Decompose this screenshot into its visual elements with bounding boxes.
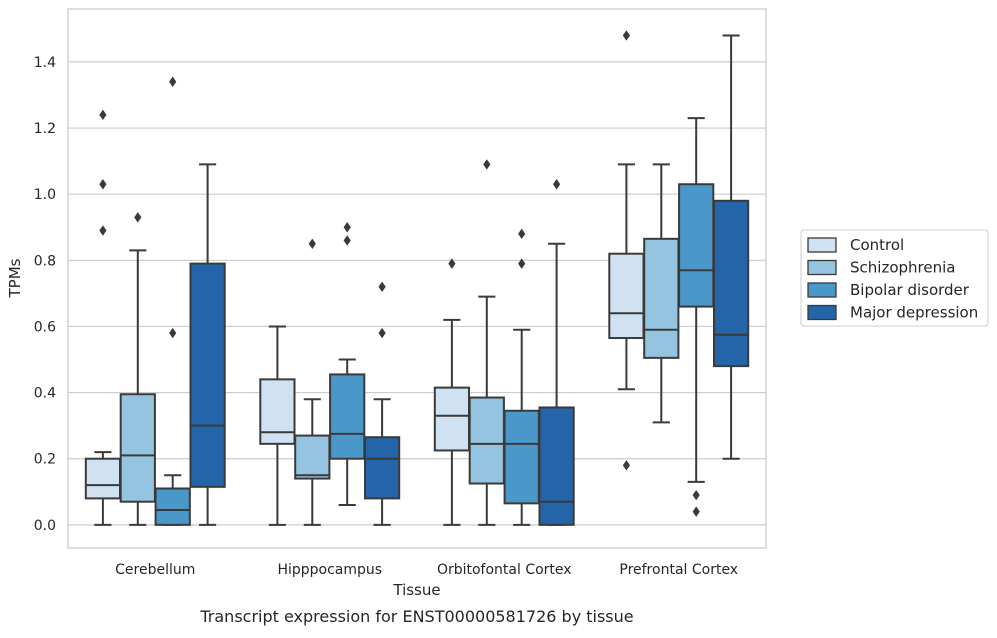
outlier-point (518, 228, 526, 240)
outlier-point (308, 238, 316, 249)
plot-frame (67, 8, 767, 549)
box-iqr (119, 393, 156, 503)
box-iqr (538, 406, 575, 526)
legend-label: Bipolar disorder (850, 281, 970, 299)
legend-swatch (807, 282, 837, 298)
outlier-point (448, 258, 456, 269)
box-major-depression (712, 34, 750, 460)
y-tick-label: 1.4 (34, 55, 56, 71)
box-iqr (154, 487, 191, 526)
box-control (84, 109, 122, 526)
box-bipolar-disorder (329, 222, 366, 507)
outlier-point (692, 489, 700, 501)
outlier-point (99, 109, 107, 121)
outlier-point (169, 327, 177, 339)
box-iqr (503, 409, 540, 505)
outlier-point (343, 222, 351, 233)
box-bipolar-disorder (678, 117, 715, 517)
y-tick-label: 0.8 (34, 253, 56, 269)
legend-swatch (807, 237, 837, 253)
figure-caption: Transcript expression for ENST0000058172… (199, 607, 633, 626)
box-iqr (294, 434, 331, 480)
y-tick-label: 0.2 (34, 452, 56, 468)
box-major-depression (538, 179, 575, 526)
y-tick-label: 1.2 (34, 121, 56, 137)
box-iqr (363, 436, 401, 500)
box-iqr (468, 396, 505, 485)
outlier-point (378, 327, 386, 339)
legend-swatch (807, 259, 837, 276)
legend-label: Major depression (850, 304, 978, 322)
outlier-point (134, 212, 142, 223)
outlier-point (169, 76, 177, 87)
box-iqr (259, 378, 296, 445)
box-major-depression (189, 163, 226, 526)
legend-items: Control Schizophrenia Bipolar disorder Majo… (807, 236, 978, 322)
outlier-point (343, 235, 351, 246)
box-iqr (329, 373, 366, 460)
legend-frame (800, 229, 989, 327)
box-iqr (608, 252, 645, 340)
outlier-point (378, 281, 386, 292)
legend-label: Schizophrenia (850, 259, 955, 277)
gridlines (68, 61, 766, 526)
box-iqr (712, 199, 750, 368)
box-schizophrenia (643, 163, 680, 424)
box-control (608, 30, 645, 471)
x-tick-label: Cerebellum (115, 562, 195, 578)
x-tick-labels: Cerebellum Hipppocampus Orbitofontal Corte… (115, 562, 738, 578)
box-major-depression (363, 281, 401, 526)
x-tick-label: Hipppocampus (277, 562, 382, 578)
y-axis-label: TPMs (6, 258, 24, 298)
x-tick-label: Prefrontal Cortex (619, 562, 738, 578)
y-tick-label: 0.0 (34, 518, 56, 534)
boxes (84, 30, 750, 526)
legend-swatch (807, 304, 837, 321)
x-axis-label: Tissue (392, 581, 440, 599)
y-tick-label: 0.4 (34, 386, 56, 402)
box-iqr (433, 386, 471, 452)
y-tick-label: 1.0 (34, 187, 56, 203)
box-control (433, 258, 471, 526)
outlier-point (553, 179, 561, 190)
box-iqr (678, 183, 715, 308)
y-tick-label: 0.6 (34, 319, 56, 335)
outlier-point (99, 179, 107, 190)
box-iqr (643, 237, 680, 359)
outlier-point (692, 506, 700, 517)
x-tick-label: Orbitofontal Cortex (437, 562, 572, 578)
outlier-point (518, 258, 526, 269)
legend: Control Schizophrenia Bipolar disorder Majo… (800, 229, 989, 327)
y-tick-labels: 0.0 0.2 0.4 0.6 0.8 1.0 1.2 1.4 (34, 55, 56, 534)
box-schizophrenia (468, 159, 505, 526)
box-iqr (84, 457, 122, 500)
box-bipolar-disorder (503, 228, 540, 526)
legend-label: Control (850, 236, 904, 254)
outlier-point (622, 30, 630, 41)
outlier-point (99, 225, 107, 236)
box-control (259, 325, 296, 526)
box-bipolar-disorder (154, 76, 191, 526)
outlier-point (483, 159, 491, 170)
box-schizophrenia (119, 212, 156, 526)
box-iqr (189, 262, 226, 488)
outlier-point (622, 460, 630, 471)
box-schizophrenia (294, 238, 331, 526)
